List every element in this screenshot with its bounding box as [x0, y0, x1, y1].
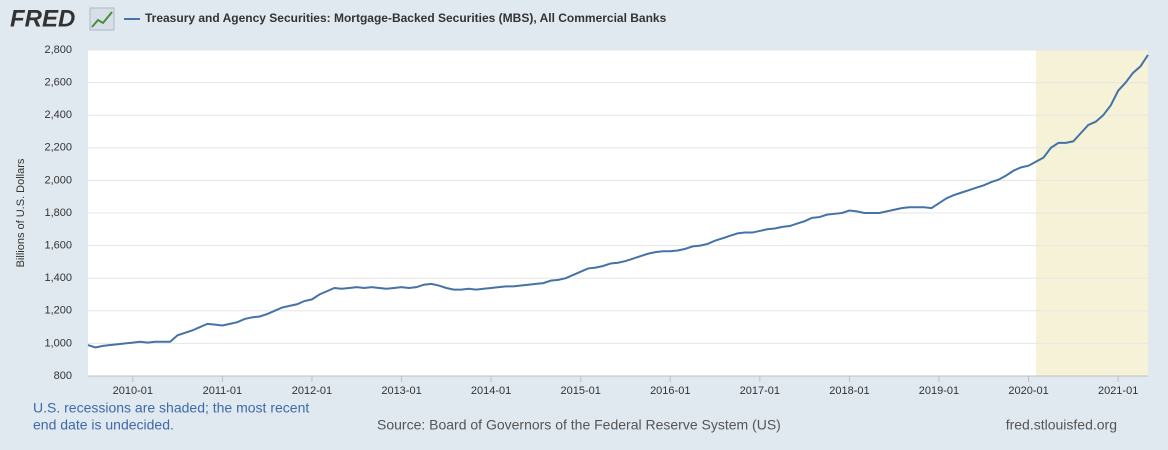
y-tick-label: 1,600: [44, 240, 72, 252]
y-tick-label: 2,400: [44, 109, 72, 121]
site: fred.stlouisfed.org: [1006, 417, 1117, 433]
x-tick-label: 2016-01: [650, 385, 690, 397]
y-axis-label: Billions of U.S. Dollars: [15, 158, 27, 267]
note-line: U.S. recessions are shaded; the most rec…: [33, 400, 309, 416]
note-line: end date is undecided.: [33, 417, 174, 433]
x-tick-label: 2012-01: [292, 385, 332, 397]
y-tick-label: 1,200: [44, 305, 72, 317]
logo-icon: [89, 7, 115, 31]
x-tick-label: 2018-01: [829, 385, 869, 397]
y-tick-label: 2,800: [44, 44, 72, 56]
legend-label: Treasury and Agency Securities: Mortgage…: [145, 11, 667, 25]
y-tick-label: 800: [54, 370, 72, 382]
series-line: [87, 54, 1149, 349]
x-tick-label: 2014-01: [471, 385, 511, 397]
source: Source: Board of Governors of the Federa…: [377, 417, 781, 433]
y-tick-label: 1,400: [44, 272, 72, 284]
y-tick-label: 2,000: [44, 174, 72, 186]
x-tick-label: 2013-01: [381, 385, 421, 397]
y-tick-label: 2,600: [44, 77, 72, 89]
y-tick-label: 2,200: [44, 142, 72, 154]
y-tick-label: 1,800: [44, 207, 72, 219]
x-tick-label: 2010-01: [113, 385, 153, 397]
x-tick-label: 2011-01: [203, 385, 243, 397]
x-tick-label: 2020-01: [1008, 385, 1048, 397]
x-tick-label: 2021-01: [1098, 385, 1138, 397]
logo: FRED: [10, 5, 75, 32]
x-tick-label: 2017-01: [740, 385, 780, 397]
x-tick-label: 2015-01: [560, 385, 600, 397]
x-tick-label: 2019-01: [919, 385, 959, 397]
y-tick-label: 1,000: [44, 337, 72, 349]
